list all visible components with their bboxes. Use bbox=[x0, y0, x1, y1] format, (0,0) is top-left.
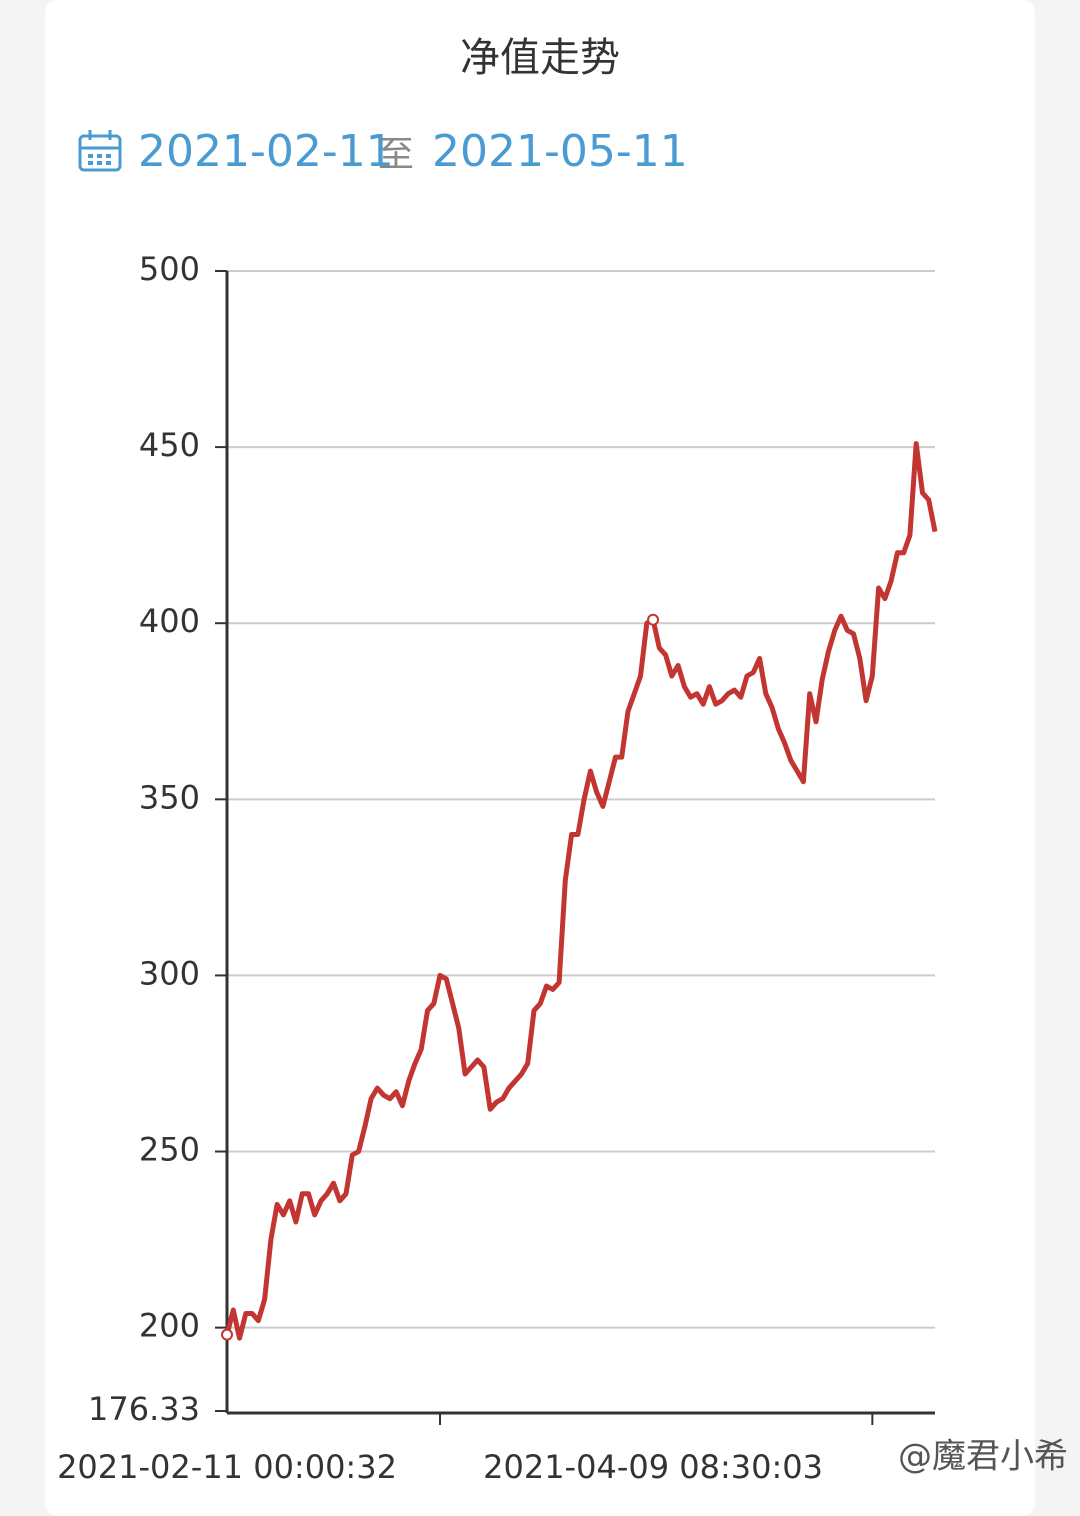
point-marker bbox=[221, 1328, 233, 1341]
date-from[interactable]: 2021-02-11 bbox=[138, 126, 394, 177]
y-tick-label: 350 bbox=[139, 778, 200, 816]
watermark: @魔君小希 bbox=[898, 1437, 1068, 1477]
date-separator: 至 bbox=[378, 134, 414, 175]
y-tick-label: 450 bbox=[139, 426, 200, 464]
point-marker bbox=[647, 613, 660, 626]
calendar-icon bbox=[78, 130, 122, 172]
x-tick-label: 2021-04-09 08:30:03 bbox=[483, 1448, 823, 1486]
y-tick-label: 200 bbox=[139, 1307, 200, 1345]
x-tick-label: 2021-02-11 00:00:32 bbox=[57, 1448, 397, 1486]
y-tick-label: 300 bbox=[139, 954, 200, 992]
y-tick-label: 500 bbox=[139, 250, 200, 288]
date-to[interactable]: 2021-05-11 bbox=[432, 126, 688, 177]
y-tick-label: 176.33 bbox=[88, 1390, 200, 1428]
card bbox=[45, 0, 1035, 1516]
y-tick-label: 400 bbox=[139, 602, 200, 640]
y-tick-label: 250 bbox=[139, 1131, 200, 1169]
chart-title: 净值走势 bbox=[460, 35, 620, 81]
line bbox=[224, 441, 938, 1341]
